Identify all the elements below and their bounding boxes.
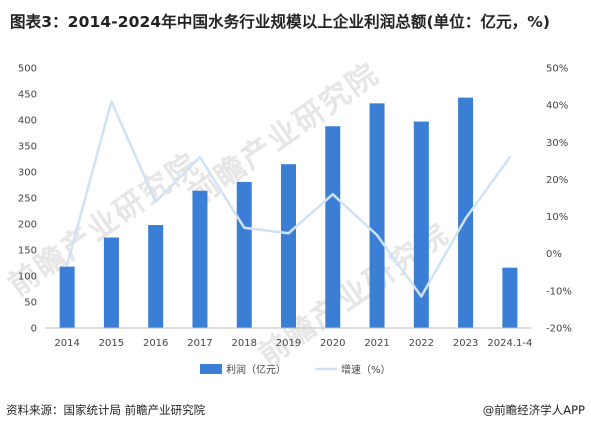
growth-point — [243, 226, 246, 229]
x-tick-label: 2016 — [143, 338, 168, 349]
growth-point — [154, 200, 157, 203]
growth-point — [331, 193, 334, 196]
x-tick-label: 2015 — [99, 338, 124, 349]
left-axis: 0 50 100 150 200 250 300 350 400 450 500 — [18, 64, 37, 335]
footer: 资料来源：国家统计局 前瞻产业研究院 @前瞻经济学人APP — [6, 400, 585, 420]
bar — [103, 237, 119, 328]
y-right-tick-label: 50% — [546, 64, 568, 75]
source-text: 资料来源：国家统计局 前瞻产业研究院 — [6, 403, 206, 417]
bar — [192, 190, 208, 328]
growth-point — [65, 263, 69, 267]
y-left-tick-label: 400 — [18, 116, 37, 127]
x-tick-label: 2020 — [320, 338, 345, 349]
y-left-tick-label: 200 — [18, 220, 37, 231]
x-tick-label: 2017 — [187, 338, 212, 349]
y-left-tick-label: 0 — [31, 324, 37, 335]
y-left-tick-label: 450 — [18, 90, 37, 101]
y-left-tick-label: 250 — [18, 194, 37, 205]
x-tick-label: 2021 — [364, 338, 389, 349]
legend-bar-swatch — [200, 364, 222, 374]
growth-point — [198, 155, 202, 159]
right-axis: -20% -10% 0% 10% 20% 30% 40% 50% — [546, 64, 572, 335]
brand-text: @前瞻经济学人APP — [482, 403, 585, 417]
bar — [59, 266, 75, 328]
x-tick-label: 2018 — [232, 338, 257, 349]
bar — [148, 225, 164, 328]
y-right-tick-label: 40% — [546, 101, 568, 112]
bar — [502, 267, 518, 328]
y-right-tick-label: 20% — [546, 175, 568, 186]
y-left-tick-label: 100 — [18, 272, 37, 283]
bar — [325, 126, 341, 329]
x-tick-label: 2023 — [453, 338, 478, 349]
bar — [369, 103, 385, 328]
bar — [458, 97, 474, 328]
bar — [236, 181, 252, 328]
y-left-tick-label: 500 — [18, 64, 37, 75]
y-left-tick-label: 150 — [18, 246, 37, 257]
y-right-tick-label: -20% — [546, 324, 572, 335]
y-left-tick-label: 300 — [18, 168, 37, 179]
y-right-tick-label: 0% — [546, 249, 562, 260]
x-tick-label: 2019 — [276, 338, 301, 349]
y-right-tick-label: 10% — [546, 212, 568, 223]
x-tick-label: 2022 — [409, 338, 434, 349]
x-axis: 2014 2015 2016 2017 2018 2019 2020 2021 2022 2023… — [45, 327, 532, 349]
growth-point — [464, 217, 467, 220]
growth-point — [375, 233, 379, 237]
x-tick-label: 2014 — [54, 338, 79, 349]
growth-point — [508, 155, 512, 159]
chart-title: 图表3：2014-2024年中国水务行业规模以上企业利润总额(单位：亿元，%) — [10, 13, 551, 31]
bar-series — [59, 97, 518, 329]
line-series — [65, 100, 512, 298]
y-left-tick-label: 50 — [24, 298, 37, 309]
legend-line-label: 增速（%） — [341, 363, 391, 376]
x-tick-label: 2024.1-4 — [487, 338, 532, 349]
y-left-tick-label: 350 — [18, 142, 37, 153]
y-right-tick-label: -10% — [546, 286, 572, 297]
growth-point — [287, 232, 290, 235]
y-right-tick-label: 30% — [546, 138, 568, 149]
legend: 利润（亿元） 增速（%） — [200, 363, 391, 376]
growth-point — [420, 295, 423, 298]
bar — [413, 121, 429, 328]
bar — [281, 164, 296, 328]
growth-point — [110, 100, 113, 103]
legend-bar-label: 利润（亿元） — [226, 363, 286, 376]
